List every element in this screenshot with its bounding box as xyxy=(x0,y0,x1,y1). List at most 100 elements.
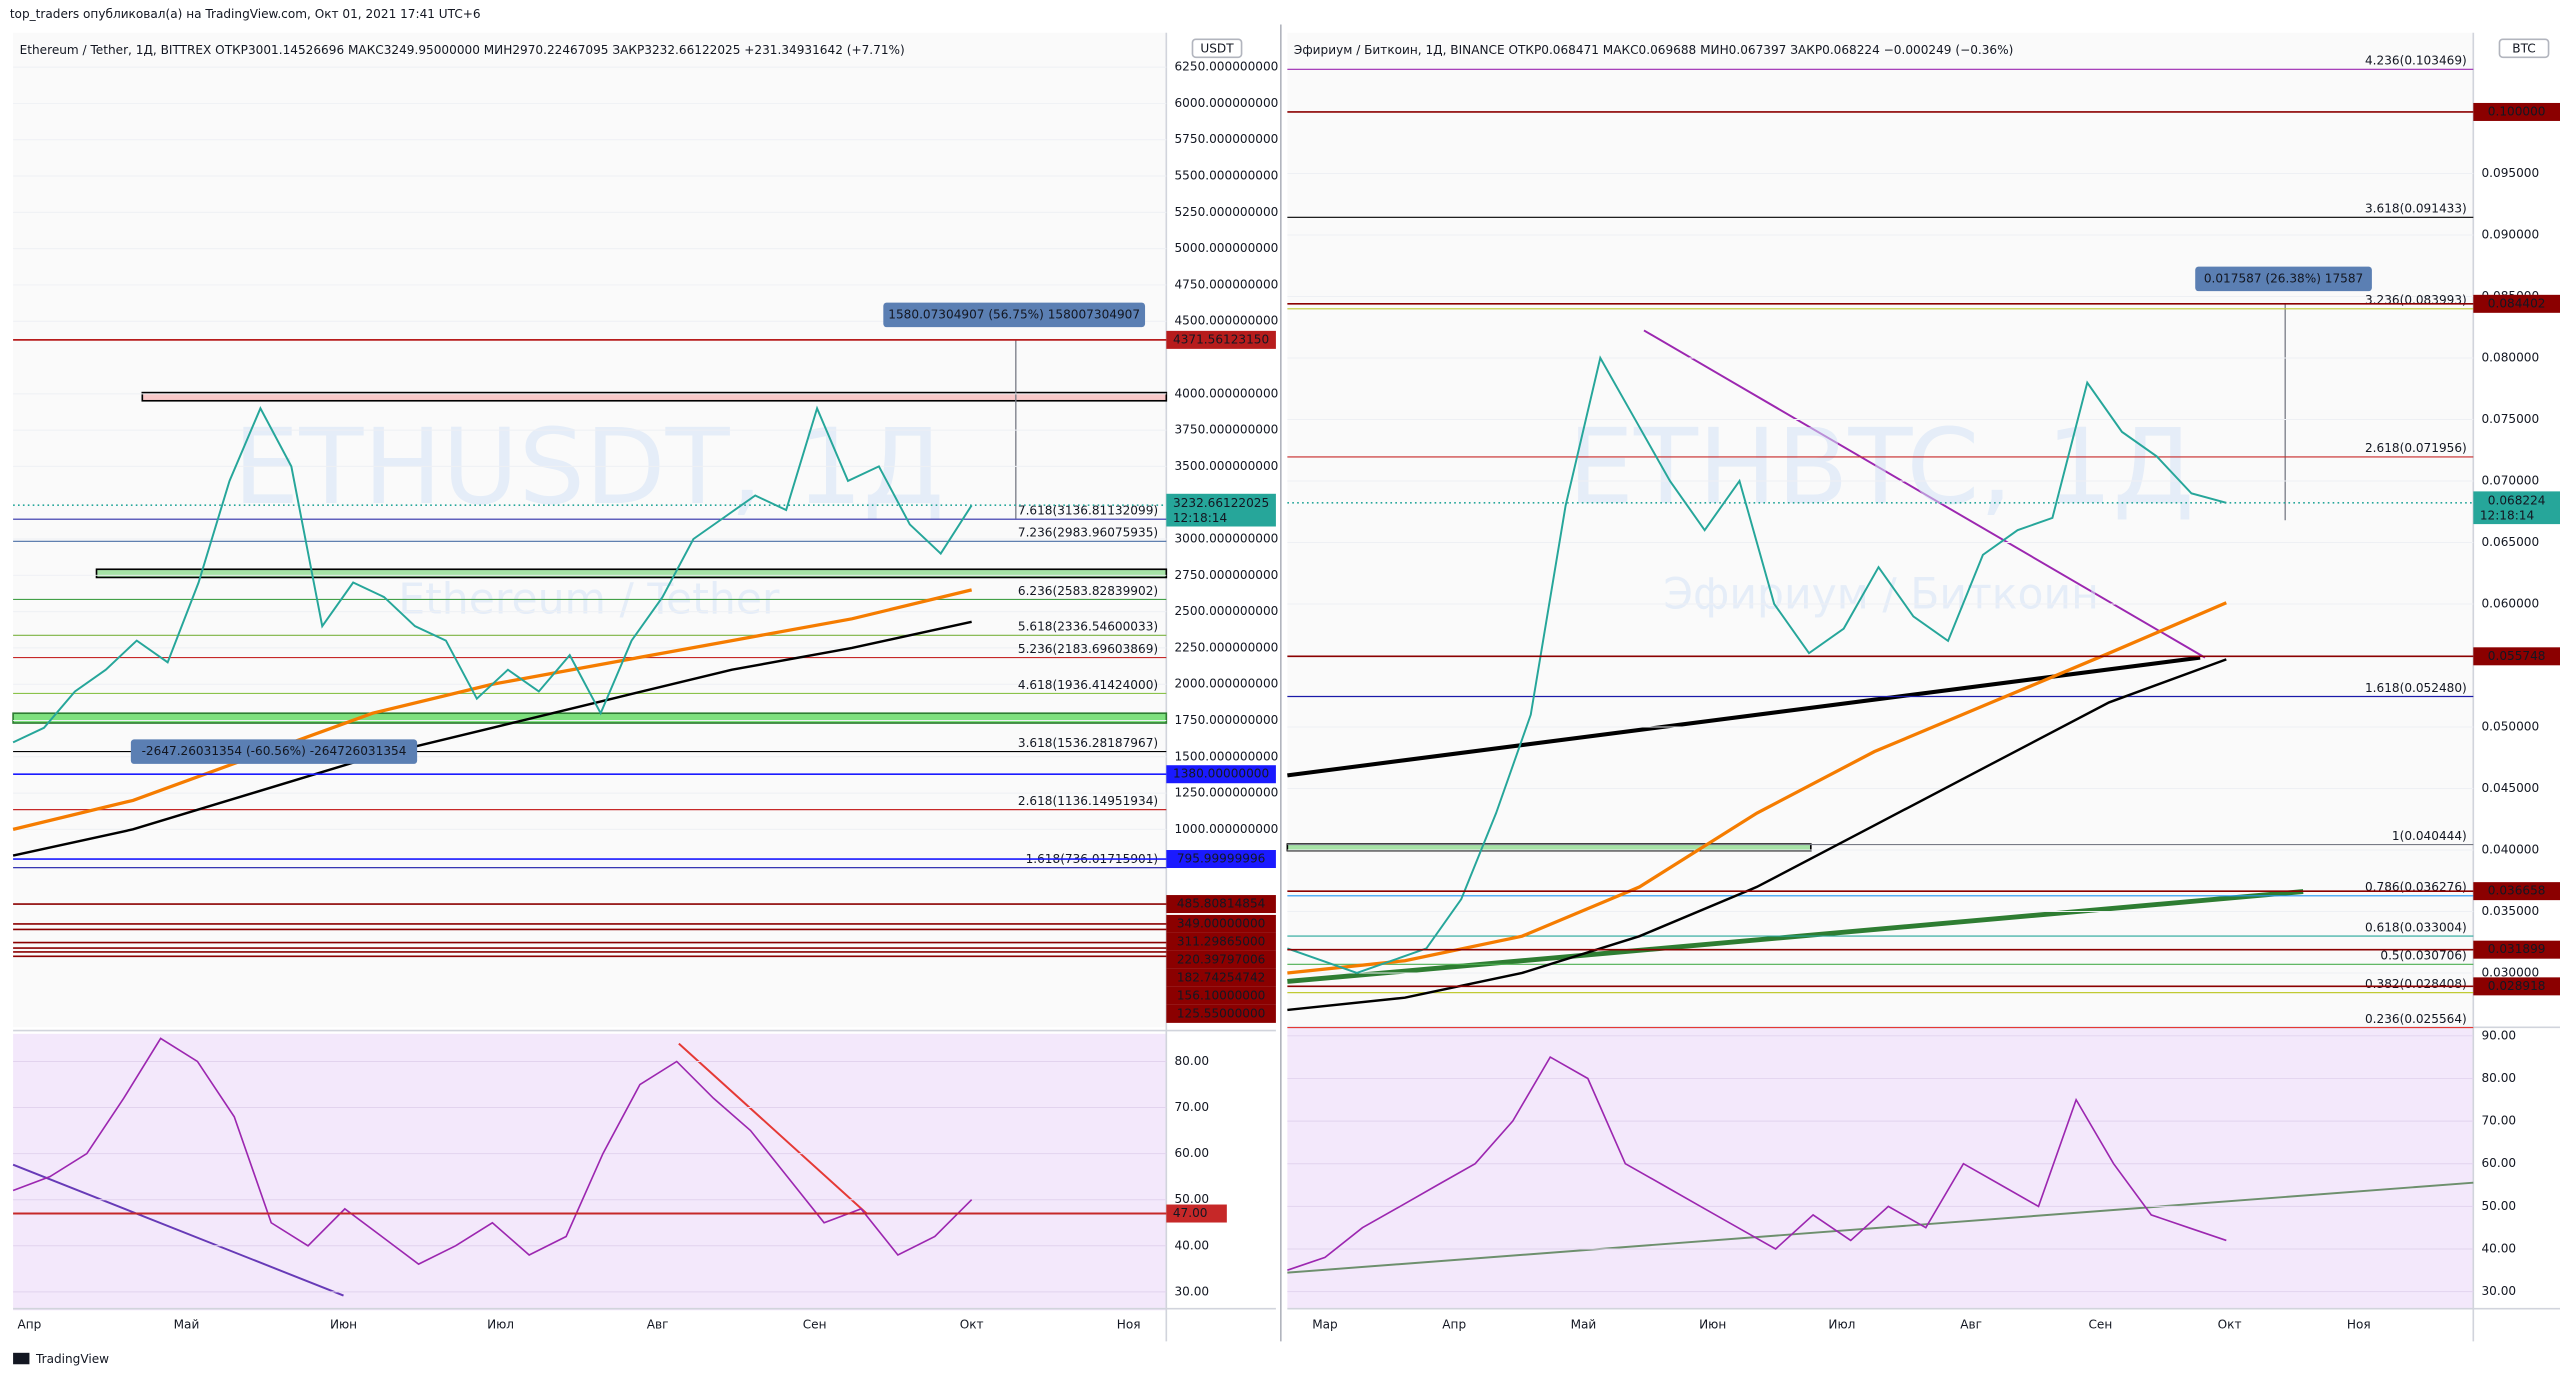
y-tick-label: 5750.000000000 xyxy=(1174,132,1278,146)
rsi-level-label: 47.00 xyxy=(1173,1206,1208,1220)
fib-label: 7.236(2983.96075935) xyxy=(1018,526,1158,540)
fib-label: 1(0.040444) xyxy=(2392,829,2467,843)
trendline xyxy=(1287,1181,2474,1274)
price-label: 0.100000 xyxy=(2488,104,2546,118)
left-chart-area xyxy=(13,32,1167,1028)
y-tick-label: 1000.000000000 xyxy=(1174,822,1278,836)
y-tick-label: 0.095000 xyxy=(2481,166,2539,180)
x-tick-label: Сен xyxy=(803,1318,827,1332)
x-tick-label: Июн xyxy=(330,1318,357,1332)
watermark-sub: Эфириум / Биткоин xyxy=(1663,571,2099,620)
x-tick-label: Апр xyxy=(18,1318,42,1332)
fib-label: 0.236(0.025564) xyxy=(2365,1012,2467,1026)
zone xyxy=(95,568,1168,579)
panel-header: Эфириум / Биткоин, 1Д, BINANCE ОТКР0.068… xyxy=(1294,43,2013,57)
countdown: 12:18:14 xyxy=(2480,508,2535,522)
price-label-box xyxy=(2473,940,2560,959)
rsi-tick-label: 30.00 xyxy=(2481,1284,2516,1298)
price-label: 0.055748 xyxy=(2488,649,2546,663)
price-label: 1380.00000000 xyxy=(1173,767,1269,781)
y-tick-label: 1250.000000000 xyxy=(1174,786,1278,800)
unit-box xyxy=(2498,38,2550,59)
rsi-tick-label: 90.00 xyxy=(2481,1028,2516,1042)
trendline xyxy=(12,1163,344,1297)
x-tick-label: Июл xyxy=(487,1318,514,1332)
ma-orange xyxy=(1287,601,2227,975)
y-tick-label: 0.075000 xyxy=(2481,412,2539,426)
price-label-box xyxy=(1166,330,1276,349)
y-tick-label: 0.070000 xyxy=(2481,473,2539,487)
y-tick-label: 0.035000 xyxy=(2481,904,2539,918)
price-label-box xyxy=(1166,895,1276,914)
x-tick-label: Ноя xyxy=(1117,1318,1141,1332)
x-tick-label: Окт xyxy=(960,1318,984,1332)
price-label: 0.084402 xyxy=(2488,296,2546,310)
close xyxy=(1287,355,2227,975)
ma-black xyxy=(12,620,972,857)
fib-label: 6.236(2583.82839902) xyxy=(1018,584,1158,598)
rsi-tick-label: 80.00 xyxy=(2481,1071,2516,1085)
y-tick-label: 0.050000 xyxy=(2481,720,2539,734)
right-chart-area xyxy=(1287,32,2474,1028)
y-tick-label: 0.060000 xyxy=(2481,597,2539,611)
price-label: 182.74254742 xyxy=(1177,970,1265,984)
y-tick-label: 0.080000 xyxy=(2481,350,2539,364)
right-rsi-area xyxy=(1287,1027,2474,1309)
fib-label: 4.618(1936.41424000) xyxy=(1018,678,1158,692)
measure-box xyxy=(883,302,1146,328)
price-label-box xyxy=(1166,765,1276,784)
countdown: 12:18:14 xyxy=(1173,511,1228,525)
rsi-line xyxy=(1287,1055,2227,1271)
price-label-box xyxy=(1166,986,1276,1005)
price-label: 220.39797006 xyxy=(1177,952,1265,966)
rsi-tick-label: 60.00 xyxy=(1174,1146,1209,1160)
last-price-label: 0.068224 xyxy=(2488,494,2546,508)
fib-label: 3.618(1536.28187967) xyxy=(1018,736,1158,750)
y-tick-label: 2750.000000000 xyxy=(1174,568,1278,582)
price-label: 4371.56123150 xyxy=(1173,332,1269,346)
x-tick-label: Июл xyxy=(1828,1318,1855,1332)
fib-label: 2.618(0.071956) xyxy=(2365,441,2467,455)
fib-label: 0.382(0.028408) xyxy=(2365,977,2467,991)
rsi-tick-label: 40.00 xyxy=(2481,1241,2516,1255)
fib-label: 5.618(2336.54600033) xyxy=(1018,620,1158,634)
measure-label: -2647.26031354 (-60.56%) -264726031354 xyxy=(142,744,407,758)
price-label: 156.10000000 xyxy=(1177,988,1265,1002)
price-label-box xyxy=(2473,647,2560,666)
x-tick-label: Июн xyxy=(1699,1318,1726,1332)
unit-box xyxy=(1191,38,1243,59)
x-tick-label: Авг xyxy=(1960,1318,1982,1332)
logo xyxy=(13,1352,30,1365)
y-tick-label: 0.045000 xyxy=(2481,781,2539,795)
price-label-box xyxy=(1166,914,1276,933)
y-tick-label: 3500.000000000 xyxy=(1174,459,1278,473)
y-tick-label: 5250.000000000 xyxy=(1174,205,1278,219)
fib-label: 3.618(0.091433) xyxy=(2365,202,2467,216)
y-tick-label: 1500.000000000 xyxy=(1174,749,1278,763)
price-label: 125.55000000 xyxy=(1177,1006,1265,1020)
y-tick-label: 0.040000 xyxy=(2481,843,2539,857)
x-tick-label: Апр xyxy=(1442,1318,1466,1332)
ma-black xyxy=(1287,658,2227,1012)
zone xyxy=(141,391,1168,402)
logo-mark xyxy=(13,1352,30,1365)
price-label: 795.99999996 xyxy=(1177,852,1265,866)
rsi-tick-label: 80.00 xyxy=(1174,1054,1209,1068)
price-label-box xyxy=(1166,968,1276,987)
fib-label: 3.236(0.083993) xyxy=(2365,293,2467,307)
measure-box xyxy=(130,739,418,764)
price-label-box xyxy=(1166,950,1276,969)
measure-label: 1580.07304907 (56.75%) 158007304907 xyxy=(888,307,1140,321)
watermark: ETHUSDT, 1Д xyxy=(233,406,944,528)
price-label-box xyxy=(1166,850,1276,869)
measure-label: 0.017587 (26.38%) 17587 xyxy=(2204,271,2363,285)
last-price-label: 3232.66122025 xyxy=(1173,496,1269,510)
y-tick-label: 5000.000000000 xyxy=(1174,241,1278,255)
rsi-tick-label: 70.00 xyxy=(1174,1100,1209,1114)
fib-label: 0.618(0.033004) xyxy=(2365,920,2467,934)
x-tick-label: Май xyxy=(1571,1318,1597,1332)
price-label: 0.028918 xyxy=(2488,979,2546,993)
fib-label: 0.786(0.036276) xyxy=(2365,880,2467,894)
rsi-tick-label: 70.00 xyxy=(2481,1114,2516,1128)
